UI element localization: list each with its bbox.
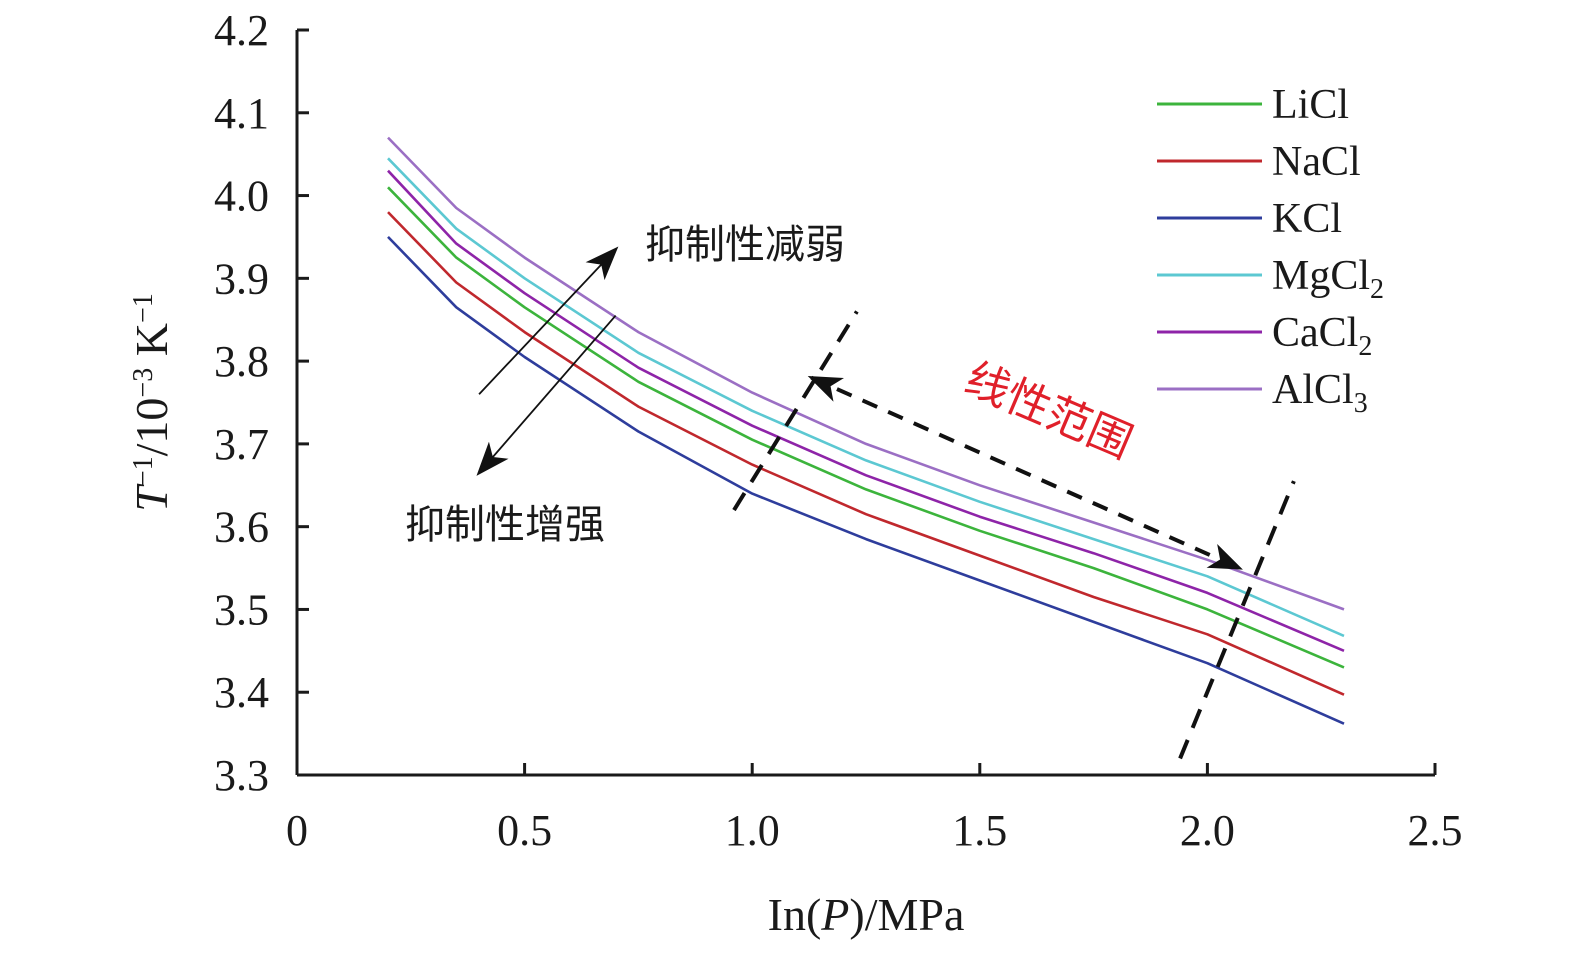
x-tick-label: 0.5 <box>497 806 552 855</box>
y-tick-label: 3.5 <box>214 585 269 634</box>
y-tick-label: 4.1 <box>214 89 269 138</box>
x-tick-label: 0 <box>286 806 308 855</box>
annotation-inhibition-weaken: 抑制性减弱 <box>645 222 845 268</box>
axes <box>295 30 1435 777</box>
legend-label-licl: LiCl <box>1272 82 1349 128</box>
y-axis-title: T−1/10−3 K−1 <box>126 293 177 512</box>
x-tick-label: 1.0 <box>725 806 780 855</box>
legend-label-kcl: KCl <box>1272 196 1342 242</box>
y-tick-label: 4.0 <box>214 172 269 221</box>
y-tick-label: 3.8 <box>214 337 269 386</box>
arrow-inhibition-strengthen <box>476 314 617 476</box>
arrow-inhibition-weaken <box>478 246 619 395</box>
x-tick-label: 2.0 <box>1180 806 1235 855</box>
y-tick-label: 3.3 <box>214 751 269 800</box>
linear-range-boundary-2 <box>1178 480 1296 760</box>
series-line-kcl <box>387 235 1345 725</box>
series-line-mgcl2 <box>387 157 1345 638</box>
legend-label-nacl: NaCl <box>1272 139 1361 185</box>
annotation-linear-range: 线性范围 <box>958 353 1140 469</box>
annotations: 抑制性减弱 抑制性增强 线性范围 <box>405 222 1296 760</box>
linear-range-boundary-1 <box>732 310 859 512</box>
arrow-linear-range <box>807 375 1243 570</box>
legend-label-cacl2: CaCl2 <box>1272 310 1372 362</box>
x-tick-label: 2.5 <box>1408 806 1463 855</box>
annotation-inhibition-strengthen: 抑制性增强 <box>405 502 605 548</box>
y-tick-label: 3.6 <box>214 503 269 552</box>
x-axis-title: In(P)/MPa <box>768 889 965 940</box>
x-tick-label: 1.5 <box>952 806 1007 855</box>
y-tick-label: 3.7 <box>214 420 269 469</box>
axis-ticks: 3.3 3.4 3.5 3.6 3.7 3.8 3.9 4.0 4.1 4.2 0 0.5 1.0 1.5… <box>214 6 1463 855</box>
legend-label-alcl3: AlCl3 <box>1272 367 1368 419</box>
y-tick-label: 3.4 <box>214 668 269 717</box>
y-tick-label: 4.2 <box>214 6 269 55</box>
series-line-nacl <box>387 211 1345 696</box>
legend-label-mgcl2: MgCl2 <box>1272 253 1384 305</box>
series-line-licl <box>387 186 1345 669</box>
series-lines <box>387 136 1345 725</box>
y-tick-label: 3.9 <box>214 254 269 303</box>
series-line-cacl2 <box>387 169 1345 652</box>
